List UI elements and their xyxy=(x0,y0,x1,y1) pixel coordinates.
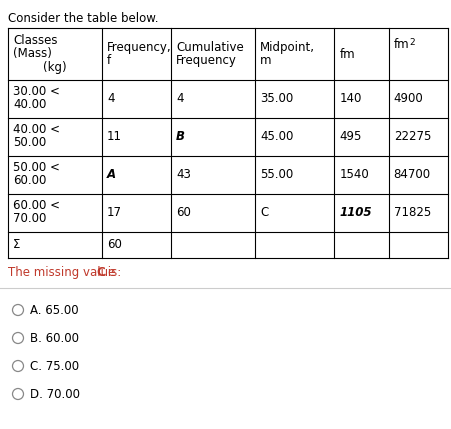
Text: A. 65.00: A. 65.00 xyxy=(31,303,79,317)
Text: Cumulative: Cumulative xyxy=(176,41,244,54)
Text: Midpoint,: Midpoint, xyxy=(260,41,315,54)
Text: 70.00: 70.00 xyxy=(13,212,46,225)
Text: is:: is: xyxy=(104,266,121,279)
Text: 4: 4 xyxy=(176,93,184,106)
Text: 11: 11 xyxy=(107,130,122,143)
Text: Σ: Σ xyxy=(13,239,20,251)
Text: 50.00: 50.00 xyxy=(13,136,46,149)
Text: 43: 43 xyxy=(176,169,191,181)
Text: C: C xyxy=(260,206,268,220)
Text: 1540: 1540 xyxy=(339,169,369,181)
Text: 45.00: 45.00 xyxy=(260,130,294,143)
Text: C. 75.00: C. 75.00 xyxy=(31,360,80,372)
Text: 22275: 22275 xyxy=(394,130,431,143)
Text: The missing value: The missing value xyxy=(8,266,119,279)
Text: 60.00 <: 60.00 < xyxy=(13,199,60,212)
Text: Consider the table below.: Consider the table below. xyxy=(8,12,158,25)
Text: 17: 17 xyxy=(107,206,122,220)
Text: (kg): (kg) xyxy=(43,60,67,73)
Text: B. 60.00: B. 60.00 xyxy=(31,332,79,344)
Text: 495: 495 xyxy=(339,130,362,143)
Text: 1105: 1105 xyxy=(339,206,372,220)
Text: 140: 140 xyxy=(339,93,362,106)
Text: Frequency: Frequency xyxy=(176,54,237,67)
Text: C: C xyxy=(96,266,105,279)
Text: 60: 60 xyxy=(107,239,122,251)
Text: 2: 2 xyxy=(410,38,415,47)
Text: 55.00: 55.00 xyxy=(260,169,294,181)
Text: 60: 60 xyxy=(176,206,191,220)
Text: 40.00 <: 40.00 < xyxy=(13,123,60,136)
Text: Classes: Classes xyxy=(13,34,57,48)
Text: 60.00: 60.00 xyxy=(13,174,46,187)
Text: f: f xyxy=(107,54,111,67)
Text: B: B xyxy=(176,130,185,143)
Text: Frequency,: Frequency, xyxy=(107,41,171,54)
Text: 4: 4 xyxy=(107,93,115,106)
Text: 40.00: 40.00 xyxy=(13,98,46,111)
Text: fm: fm xyxy=(394,38,410,51)
Text: 30.00 <: 30.00 < xyxy=(13,85,60,98)
Text: (Mass): (Mass) xyxy=(13,48,52,60)
Text: fm: fm xyxy=(339,48,355,60)
Text: m: m xyxy=(260,54,272,67)
Text: D. 70.00: D. 70.00 xyxy=(31,387,80,401)
Text: 71825: 71825 xyxy=(394,206,431,220)
Text: 50.00 <: 50.00 < xyxy=(13,161,60,174)
Text: 4900: 4900 xyxy=(394,93,423,106)
Text: 35.00: 35.00 xyxy=(260,93,294,106)
Text: 84700: 84700 xyxy=(394,169,431,181)
Text: A: A xyxy=(107,169,116,181)
